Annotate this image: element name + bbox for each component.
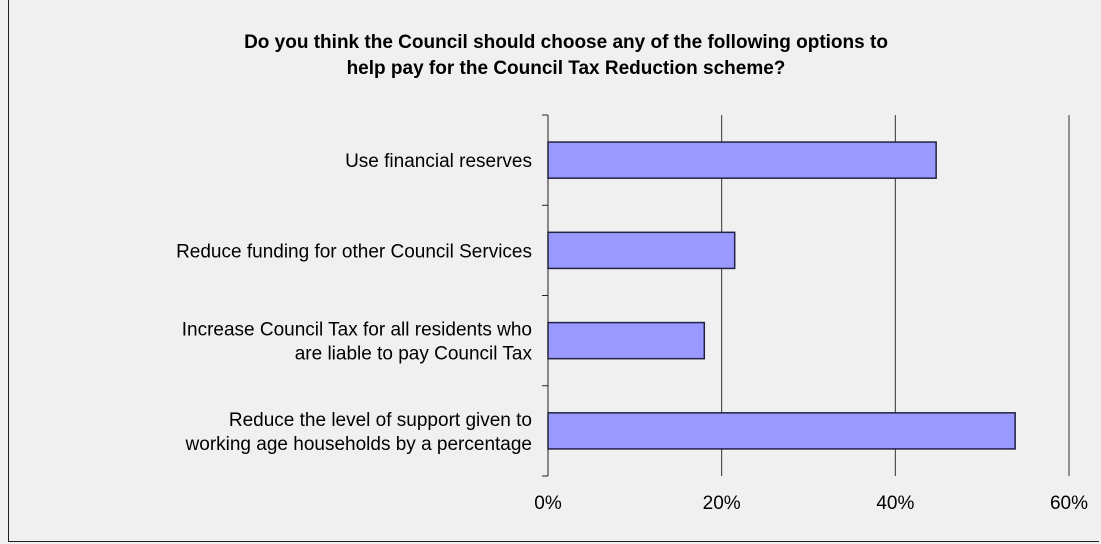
bar-4 <box>547 412 1016 450</box>
bar-3 <box>547 321 706 360</box>
chart-title-line-2: help pay for the Council Tax Reduction s… <box>347 58 786 79</box>
x-tick-label-3: 40% <box>876 493 914 514</box>
x-tick-label-2: 20% <box>703 493 741 514</box>
category-label-1: Use financial reserves <box>345 151 532 172</box>
category-labels: Use financial reserves Reduce funding for… <box>176 151 532 455</box>
category-label-line: working age households by a percentage <box>185 434 532 455</box>
category-label-line: are liable to pay Council Tax <box>295 344 533 365</box>
category-label-line: Reduce funding for other Council Service… <box>176 241 532 262</box>
chart: Do you think the Council should choose a… <box>176 32 1088 514</box>
chart-title-line-1: Do you think the Council should choose a… <box>244 32 888 53</box>
category-label-2: Reduce funding for other Council Service… <box>176 241 532 262</box>
bar-2 <box>547 231 736 270</box>
bars <box>547 141 1016 450</box>
x-tick-label-4: 60% <box>1050 493 1088 514</box>
category-label-line: Increase Council Tax for all residents w… <box>182 320 532 341</box>
x-tick-label-1: 0% <box>534 493 562 514</box>
category-label-4: Reduce the level of support given to work… <box>185 410 532 455</box>
x-axis-tick-labels: 0% 20% 40% 60% <box>534 493 1088 514</box>
category-label-3: Increase Council Tax for all residents w… <box>182 320 533 365</box>
y-axis <box>542 114 549 477</box>
category-label-line: Use financial reserves <box>345 151 532 172</box>
category-label-line: Reduce the level of support given to <box>229 410 532 431</box>
chart-title: Do you think the Council should choose a… <box>244 32 888 79</box>
chart-frame: Do you think the Council should choose a… <box>8 0 1099 542</box>
bar-1 <box>547 141 937 179</box>
